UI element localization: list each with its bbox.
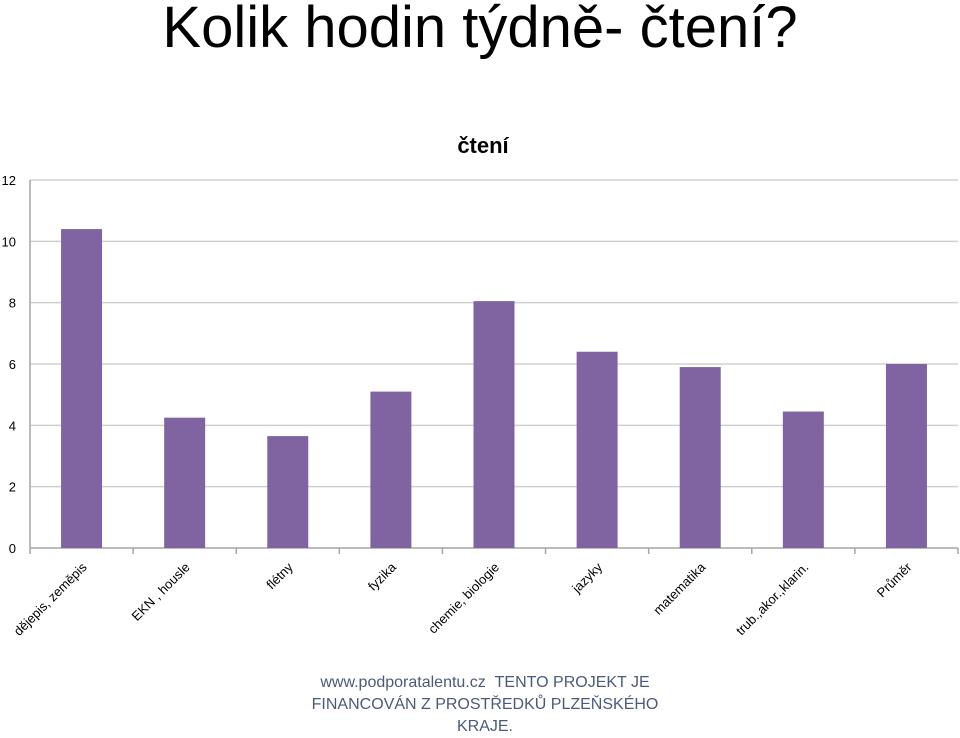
footer-funding-text: TENTO PROJEKT JE FINANCOVÁN Z PROSTŘEDKŮ…	[311, 674, 659, 735]
y-tick-label: 2	[9, 480, 16, 495]
y-tick-label: 12	[2, 173, 16, 188]
x-tick-label: flétny	[263, 559, 296, 592]
y-tick-label: 10	[2, 234, 16, 249]
x-tick-label: jazyky	[568, 559, 605, 596]
bar	[473, 301, 515, 548]
footer-url[interactable]: www.podporatalentu.cz	[320, 674, 486, 691]
bar	[576, 351, 618, 548]
bar	[679, 367, 721, 548]
bar	[267, 436, 309, 548]
bar	[885, 364, 927, 548]
bar	[164, 417, 206, 548]
y-tick-labels: 0 2 4 6 8 10 12	[2, 173, 16, 556]
bars	[61, 229, 927, 549]
bar	[370, 391, 412, 548]
slide-title: Kolik hodin týdně- čtení?	[162, 0, 798, 60]
x-tick-label: fyzika	[365, 559, 400, 594]
x-tick-label: EKN , housle	[129, 560, 193, 624]
x-tick-label: dějepis, zeměpis	[11, 559, 90, 638]
x-tick-label: matematika	[650, 559, 709, 618]
bar	[782, 411, 824, 548]
y-tick-label: 0	[9, 541, 16, 556]
bar	[61, 229, 103, 549]
y-tick-label: 6	[9, 357, 16, 372]
x-tick-label: chemie, biologie	[425, 560, 502, 637]
footer: www.podporatalentu.cz TENTO PROJEKT JE F…	[300, 672, 670, 738]
x-tick-labels: dějepis, zeměpis EKN , housle flétny fyzika…	[11, 559, 915, 639]
chart-title: čtení	[457, 133, 509, 158]
y-tick-label: 4	[9, 418, 16, 433]
x-tick-label: trub.,akor.,klarin.	[733, 560, 812, 639]
bar-chart: čtení 0 2 4 6 8 10 12 dějepis, zeměpis EKN , ho…	[2, 133, 959, 639]
y-tick-label: 8	[9, 296, 16, 311]
x-tick-label: Průměr	[874, 559, 915, 600]
